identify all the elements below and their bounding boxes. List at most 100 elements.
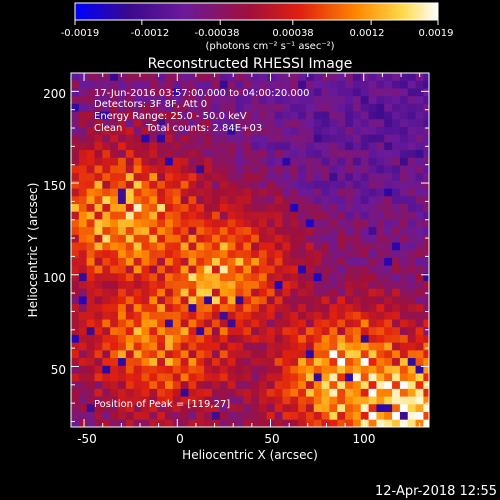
heatmap-cell	[384, 419, 393, 427]
heatmap-cell	[384, 280, 393, 289]
heatmap-cell	[219, 311, 229, 320]
heatmap-cell	[196, 234, 205, 243]
heatmap-cell	[227, 257, 236, 266]
heatmap-cell	[305, 203, 315, 212]
heatmap-cell	[368, 396, 377, 405]
heatmap-cell	[313, 111, 322, 120]
heatmap-cell	[78, 342, 88, 351]
heatmap-cell	[258, 95, 268, 104]
heatmap-cell	[180, 257, 189, 266]
heatmap-cell	[282, 280, 291, 289]
heatmap-cell	[102, 373, 111, 382]
heatmap-cell	[117, 149, 127, 158]
heatmap-cell	[110, 203, 119, 212]
heatmap-cell	[407, 388, 416, 397]
heatmap-cell	[227, 103, 236, 112]
heatmap-cell	[172, 342, 182, 351]
heatmap-cell	[172, 234, 182, 243]
heatmap-cell	[251, 365, 260, 374]
heatmap-cell	[71, 219, 80, 228]
heatmap-cell	[415, 203, 424, 212]
heatmap-cell	[345, 203, 354, 212]
heatmap-cell	[219, 111, 229, 120]
heatmap-cell	[94, 311, 103, 320]
heatmap-cell	[321, 349, 330, 359]
heatmap-cell	[102, 272, 111, 282]
heatmap-cell	[211, 172, 221, 181]
heatmap-cell	[360, 396, 369, 405]
heatmap-cell	[274, 211, 283, 220]
heatmap-cell	[251, 195, 260, 204]
heatmap-cell	[243, 403, 252, 412]
heatmap-cell	[352, 249, 362, 258]
heatmap-cell	[258, 226, 268, 235]
heatmap-cell	[251, 73, 260, 81]
heatmap-cell	[188, 319, 197, 328]
heatmap-cell	[290, 357, 299, 366]
heatmap-cell	[298, 257, 307, 266]
heatmap-cell	[360, 73, 369, 81]
heatmap-cell	[415, 388, 424, 397]
heatmap-cell	[172, 226, 182, 235]
heatmap-cell	[313, 219, 322, 228]
heatmap-cell	[368, 411, 377, 420]
heatmap-cell	[211, 257, 221, 266]
heatmap-cell	[243, 234, 252, 243]
heatmap-cell	[117, 249, 127, 258]
heatmap-cell	[157, 73, 166, 81]
heatmap-cell	[392, 180, 401, 189]
heatmap-cell	[71, 403, 80, 412]
heatmap-cell	[78, 319, 88, 328]
heatmap-cell	[172, 265, 182, 274]
heatmap-cell	[243, 280, 252, 289]
heatmap-cell	[149, 349, 158, 359]
heatmap-cell	[251, 226, 260, 235]
heatmap-cell	[423, 242, 429, 251]
heatmap-cell	[235, 342, 244, 351]
heatmap-cell	[219, 388, 229, 397]
heatmap-cell	[71, 357, 80, 366]
heatmap-cell	[117, 396, 127, 405]
heatmap-cell	[78, 357, 88, 366]
heatmap-cell	[102, 388, 111, 397]
heatmap-cell	[368, 257, 377, 266]
heatmap-cell	[86, 234, 95, 243]
heatmap-cell	[251, 134, 260, 143]
heatmap-cell	[125, 249, 135, 258]
heatmap-cell	[352, 380, 362, 389]
heatmap-cell	[219, 172, 229, 181]
heatmap-cell	[133, 396, 142, 405]
heatmap-cell	[149, 342, 158, 351]
heatmap-cell	[251, 373, 260, 382]
heatmap-cell	[258, 141, 268, 151]
heatmap-cell	[423, 226, 429, 235]
heatmap-cell	[157, 211, 166, 220]
heatmap-cell	[204, 280, 213, 289]
heatmap-cell	[71, 103, 80, 112]
heatmap-cell	[392, 141, 401, 151]
heatmap-cell	[227, 411, 236, 420]
heatmap-cell	[102, 419, 111, 427]
heatmap-cell	[298, 349, 307, 359]
heatmap-cell	[149, 326, 158, 335]
heatmap-cell	[305, 419, 315, 427]
heatmap-cell	[345, 311, 354, 320]
heatmap-cell	[204, 126, 213, 135]
heatmap-cell	[266, 380, 276, 389]
heatmap-cell	[282, 326, 291, 335]
heatmap-cell	[337, 165, 346, 174]
heatmap-cell	[133, 357, 142, 366]
heatmap-cell	[258, 365, 268, 374]
heatmap-cell	[305, 411, 315, 420]
heatmap-cell	[305, 272, 315, 282]
heatmap-cell	[415, 411, 424, 420]
heatmap-cell	[86, 419, 95, 427]
heatmap-cell	[258, 373, 268, 382]
heatmap-cell	[298, 80, 307, 89]
heatmap-cell	[337, 311, 346, 320]
heatmap-cell	[251, 188, 260, 197]
heatmap-cell	[219, 165, 229, 174]
heatmap-cell	[274, 172, 283, 181]
heatmap-cell	[321, 242, 330, 251]
heatmap-cell	[78, 126, 88, 135]
